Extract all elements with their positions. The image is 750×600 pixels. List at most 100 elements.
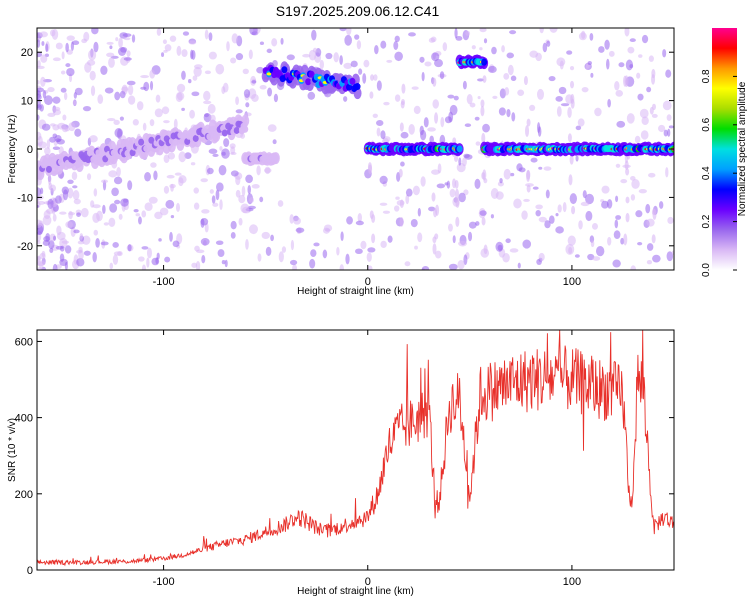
- noise-blob: [37, 87, 45, 93]
- noise-blob: [149, 119, 155, 127]
- noise-blob: [115, 37, 119, 42]
- noise-blob: [91, 28, 99, 35]
- x-axis-label: Height of straight line (km): [297, 586, 414, 597]
- noise-blob: [127, 84, 134, 96]
- noise-blob: [458, 240, 468, 247]
- noise-blob: [43, 210, 51, 220]
- noise-blob: [665, 167, 669, 178]
- noise-blob: [111, 187, 119, 197]
- noise-blob: [567, 235, 576, 246]
- noise-blob: [193, 202, 200, 210]
- noise-blob: [383, 101, 390, 106]
- noise-blob: [539, 28, 544, 34]
- track-core: [138, 138, 145, 146]
- noise-blob: [522, 239, 532, 249]
- streak-blob: [570, 80, 575, 89]
- noise-blob: [182, 31, 190, 36]
- noise-blob: [230, 151, 237, 156]
- noise-blob: [251, 184, 260, 189]
- track-core: [456, 145, 463, 153]
- noise-blob: [431, 52, 440, 62]
- noise-blob: [158, 238, 162, 242]
- noise-blob: [543, 166, 552, 171]
- colorbar-tick-label: 0.6: [701, 117, 712, 131]
- noise-blob: [173, 118, 178, 129]
- noise-blob: [658, 124, 666, 133]
- noise-blob: [465, 30, 471, 36]
- noise-blob: [646, 218, 655, 227]
- noise-blob: [140, 86, 147, 90]
- noise-blob: [141, 246, 149, 250]
- noise-blob: [167, 152, 176, 160]
- noise-blob: [50, 123, 56, 127]
- streak-blob: [434, 112, 439, 124]
- noise-blob: [569, 193, 577, 205]
- noise-blob: [367, 247, 376, 253]
- noise-blob: [590, 72, 594, 78]
- noise-blob: [256, 66, 264, 74]
- noise-blob: [108, 57, 115, 68]
- noise-blob: [37, 80, 40, 85]
- noise-blob: [355, 248, 363, 255]
- noise-blob: [248, 88, 257, 99]
- noise-blob: [474, 116, 480, 121]
- noise-blob: [61, 51, 65, 60]
- noise-blob: [100, 241, 109, 246]
- noise-blob: [212, 153, 219, 158]
- streak-blob: [569, 154, 574, 165]
- noise-blob: [458, 157, 462, 166]
- track-core: [59, 161, 66, 169]
- noise-blob: [150, 162, 157, 168]
- noise-blob: [235, 96, 239, 105]
- noise-blob: [511, 112, 516, 122]
- noise-blob: [421, 266, 430, 270]
- noise-blob: [211, 195, 216, 204]
- streak-blob: [483, 244, 488, 255]
- noise-blob: [640, 130, 649, 140]
- noise-blob: [662, 49, 667, 58]
- noise-blob: [510, 172, 515, 177]
- noise-blob: [221, 260, 226, 265]
- noise-blob: [292, 264, 298, 270]
- noise-blob: [410, 218, 418, 228]
- noise-blob: [144, 172, 151, 182]
- noise-blob: [44, 147, 51, 155]
- noise-blob: [585, 210, 593, 222]
- noise-blob: [191, 262, 198, 268]
- noise-blob: [259, 196, 264, 203]
- y-tick-label: 10: [21, 96, 33, 108]
- noise-blob: [259, 85, 267, 90]
- noise-blob: [322, 249, 328, 259]
- noise-blob: [449, 188, 456, 198]
- noise-blob: [163, 154, 170, 163]
- noise-blob: [429, 135, 434, 144]
- noise-blob: [271, 38, 278, 47]
- noise-blob: [266, 48, 273, 54]
- noise-blob: [440, 116, 445, 128]
- noise-blob: [665, 69, 672, 78]
- noise-blob: [646, 260, 653, 265]
- noise-blob: [499, 177, 503, 184]
- noise-blob: [52, 106, 61, 112]
- noise-blob: [419, 125, 424, 136]
- noise-blob: [273, 93, 279, 103]
- noise-blob: [411, 86, 419, 90]
- noise-blob: [386, 59, 393, 63]
- y-tick-label: -10: [17, 192, 33, 204]
- noise-blob: [114, 128, 123, 138]
- noise-blob: [113, 176, 123, 185]
- noise-blob: [356, 40, 362, 50]
- noise-blob: [52, 213, 57, 222]
- noise-blob: [66, 67, 75, 77]
- noise-blob: [223, 138, 230, 147]
- noise-blob: [436, 183, 446, 189]
- streak-blob: [370, 74, 375, 81]
- noise-blob: [151, 257, 160, 266]
- noise-blob: [93, 41, 99, 53]
- track-peak: [266, 72, 272, 76]
- x-tick-label: -100: [153, 276, 175, 288]
- noise-blob: [501, 45, 505, 53]
- noise-blob: [114, 199, 121, 205]
- track-core: [272, 154, 279, 162]
